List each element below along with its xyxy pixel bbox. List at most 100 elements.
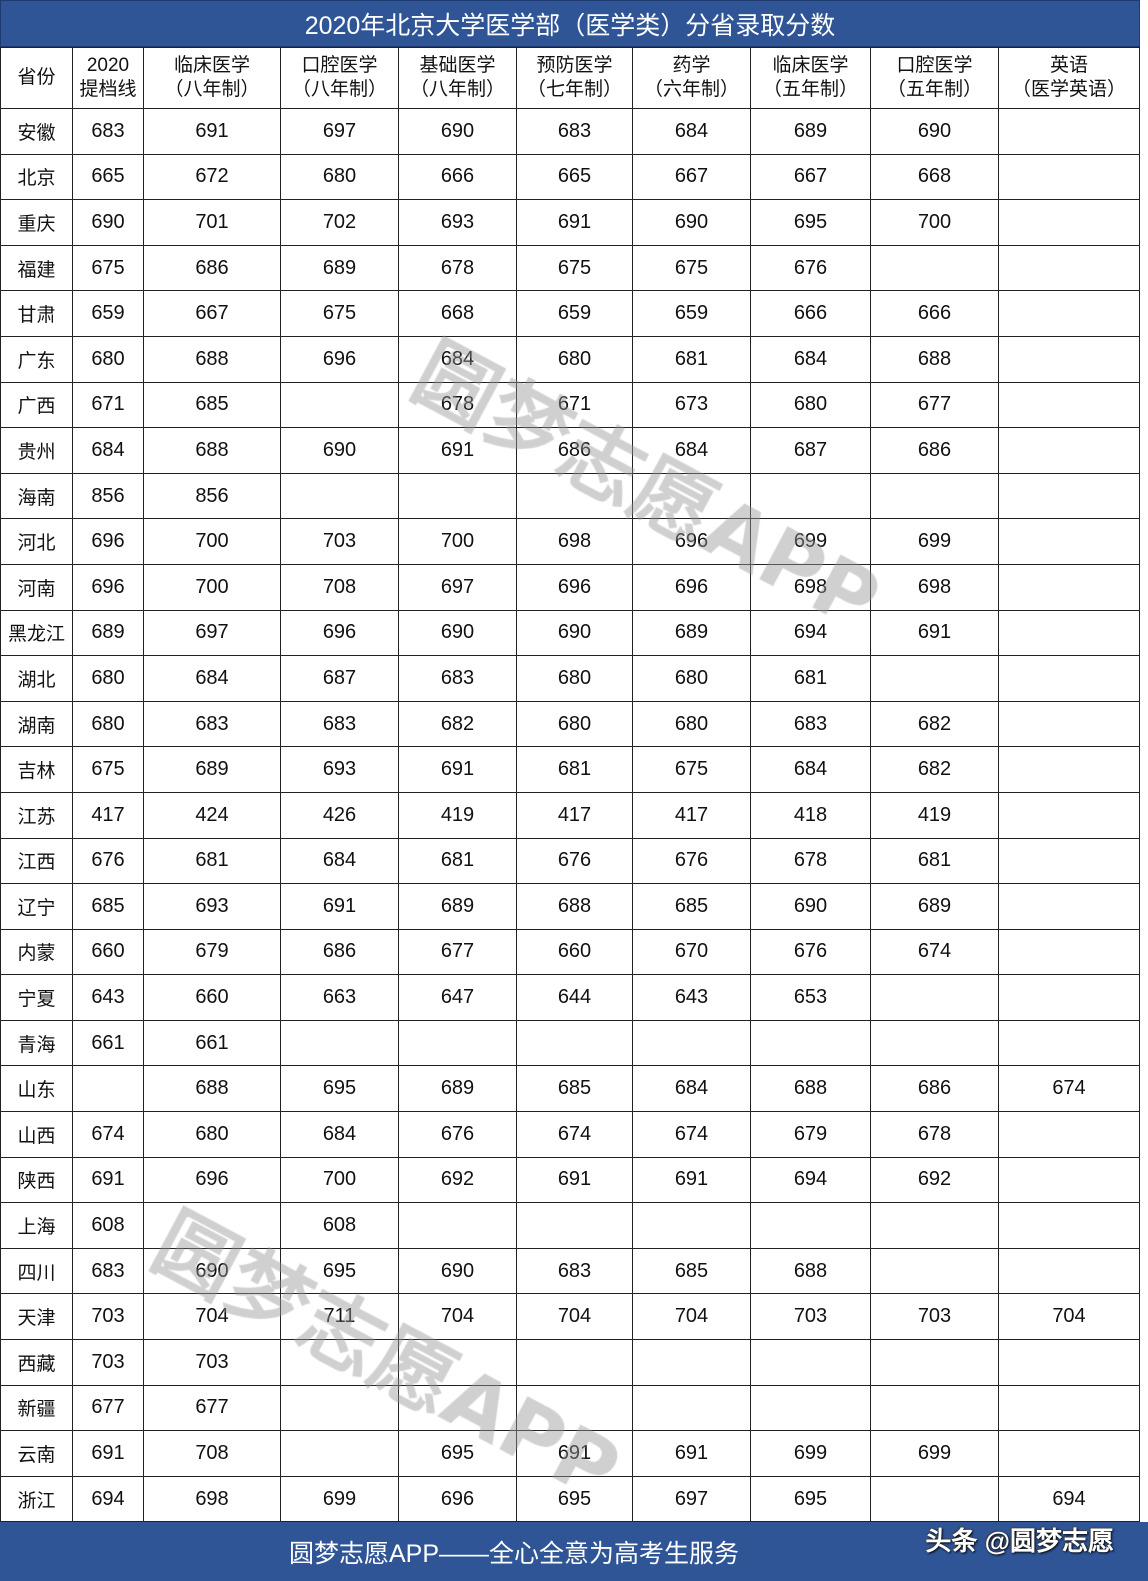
score-cell: 680 <box>72 655 144 702</box>
score-cell: 684 <box>72 427 144 474</box>
score-cell: 711 <box>280 1293 399 1341</box>
score-cell: 676 <box>516 837 633 885</box>
score-cell: 680 <box>72 335 144 383</box>
score-cell: 687 <box>750 427 871 474</box>
score-cell: 643 <box>632 974 751 1021</box>
score-cell: 695 <box>280 1065 399 1113</box>
score-cell: 696 <box>632 518 751 565</box>
score-cell: 419 <box>398 791 517 839</box>
table-title: 2020年北京大学医学部（医学类）分省录取分数 <box>0 0 1140 47</box>
score-cell <box>398 1339 517 1386</box>
score-cell: 697 <box>398 563 517 611</box>
score-cell: 667 <box>143 290 281 337</box>
table-row: 甘肃 659 667 675 668 659 659 666 666 <box>0 290 1140 337</box>
score-cell: 684 <box>750 746 871 793</box>
score-cell: 690 <box>398 1247 517 1295</box>
score-cell: 683 <box>72 108 144 155</box>
table-row: 山东 688 695 689 685 684 688 686 674 <box>0 1065 1140 1113</box>
score-cell <box>998 427 1140 474</box>
score-cell: 708 <box>280 563 399 611</box>
province-cell: 北京 <box>0 153 73 201</box>
score-cell: 675 <box>72 244 144 292</box>
province-cell: 辽宁 <box>0 883 73 930</box>
province-cell: 河北 <box>0 518 73 565</box>
score-cell: 674 <box>998 1065 1140 1113</box>
score-cell <box>998 563 1140 611</box>
score-cell: 704 <box>632 1293 751 1341</box>
score-cell: 695 <box>280 1247 399 1295</box>
score-cell <box>280 1384 399 1432</box>
header-row: 省份 2020 提档线 临床医学 （八年制） 口腔医学 （八年制） 基础医学 （八年制）… <box>0 47 1140 109</box>
score-cell: 676 <box>72 837 144 885</box>
score-cell: 659 <box>632 290 751 337</box>
score-cell <box>398 1202 517 1249</box>
score-cell: 668 <box>870 153 999 201</box>
score-cell <box>632 472 751 520</box>
province-cell: 重庆 <box>0 199 73 246</box>
score-cell <box>516 1202 633 1249</box>
score-cell: 689 <box>870 883 999 930</box>
score-cell: 675 <box>72 746 144 793</box>
score-cell: 670 <box>632 928 751 976</box>
score-cell: 680 <box>143 1111 281 1158</box>
score-cell: 856 <box>72 472 144 520</box>
score-cell: 680 <box>750 381 871 429</box>
column-header: 口腔医学 （五年制） <box>870 47 999 109</box>
score-cell: 696 <box>280 335 399 383</box>
province-cell: 海南 <box>0 472 73 520</box>
score-cell <box>870 1247 999 1295</box>
score-cell: 698 <box>143 1475 281 1523</box>
score-cell: 684 <box>280 837 399 885</box>
score-cell: 417 <box>516 791 633 839</box>
score-cell <box>998 244 1140 292</box>
score-cell <box>72 1065 144 1113</box>
province-cell: 贵州 <box>0 427 73 474</box>
score-cell <box>750 1019 871 1067</box>
score-cell: 417 <box>72 791 144 839</box>
score-cell: 674 <box>516 1111 633 1158</box>
score-cell: 689 <box>632 609 751 657</box>
score-cell: 689 <box>72 609 144 657</box>
score-cell: 677 <box>398 928 517 976</box>
score-cell: 681 <box>870 837 999 885</box>
score-cell: 678 <box>398 381 517 429</box>
score-cell: 698 <box>870 563 999 611</box>
score-cell <box>998 153 1140 201</box>
score-cell: 685 <box>632 883 751 930</box>
score-cell <box>516 1019 633 1067</box>
score-cell: 689 <box>143 746 281 793</box>
column-header: 省份 <box>0 47 73 109</box>
score-cell: 699 <box>750 1430 871 1477</box>
score-cell: 704 <box>398 1293 517 1341</box>
score-cell: 690 <box>143 1247 281 1295</box>
score-cell: 684 <box>280 1111 399 1158</box>
score-cell <box>998 1156 1140 1204</box>
score-cell <box>998 1019 1140 1067</box>
score-cell: 684 <box>143 655 281 702</box>
table-row: 海南 856 856 <box>0 472 1140 520</box>
score-cell: 697 <box>632 1475 751 1523</box>
score-cell <box>998 1202 1140 1249</box>
score-cell <box>998 746 1140 793</box>
score-cell <box>870 974 999 1021</box>
table-row: 浙江 694 698 699 696 695 697 695 694 <box>0 1475 1140 1523</box>
admission-score-table: 省份 2020 提档线 临床医学 （八年制） 口腔医学 （八年制） 基础医学 （八年制）… <box>0 47 1140 1523</box>
province-cell: 青海 <box>0 1019 73 1067</box>
score-cell <box>750 472 871 520</box>
score-cell: 698 <box>750 563 871 611</box>
score-cell: 691 <box>398 427 517 474</box>
score-cell <box>870 1339 999 1386</box>
score-cell: 683 <box>750 700 871 748</box>
score-cell: 704 <box>998 1293 1140 1341</box>
score-cell: 663 <box>280 974 399 1021</box>
table-row: 陕西 691 696 700 692 691 691 694 692 <box>0 1156 1140 1204</box>
score-cell <box>998 1247 1140 1295</box>
score-cell <box>750 1339 871 1386</box>
score-cell: 680 <box>72 700 144 748</box>
column-header: 药学 （六年制） <box>632 47 751 109</box>
score-cell: 691 <box>280 883 399 930</box>
score-cell <box>870 655 999 702</box>
score-cell: 608 <box>72 1202 144 1249</box>
score-cell: 673 <box>632 381 751 429</box>
column-header: 2020 提档线 <box>72 47 144 109</box>
